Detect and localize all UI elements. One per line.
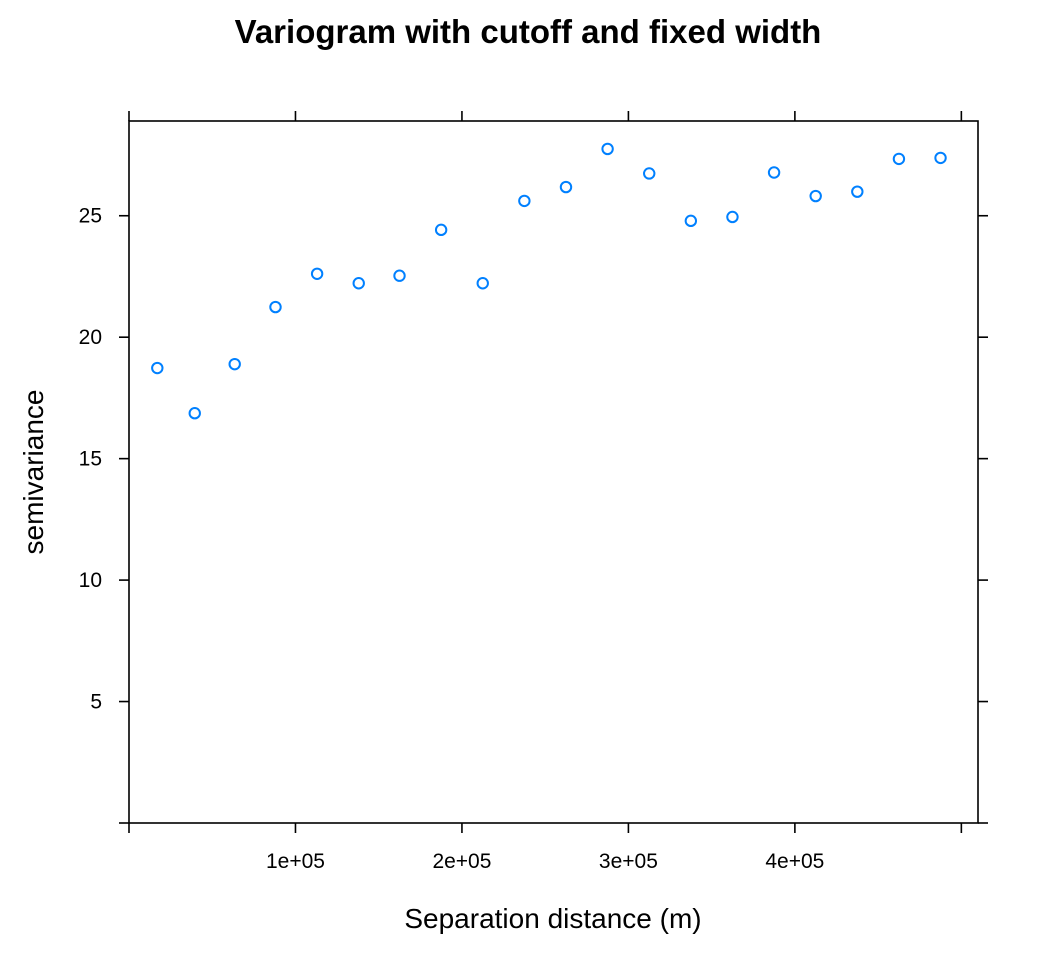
data-point-9 (518, 194, 531, 208)
chart-title: Variogram with cutoff and fixed width (235, 13, 822, 50)
y-tick-label-5: 25 (79, 205, 102, 228)
x-tick-label-3: 3e+05 (599, 850, 658, 873)
data-point-15 (767, 166, 781, 179)
data-point-7 (434, 223, 448, 237)
data-point-17 (851, 185, 864, 198)
data-point-19 (934, 151, 947, 165)
y-tick-label-4: 20 (79, 326, 102, 349)
plot-frame (128, 120, 979, 824)
x-axis-label: Separation distance (m) (404, 903, 701, 934)
data-point-2 (228, 357, 241, 371)
data-points (151, 142, 947, 420)
data-point-18 (892, 152, 906, 166)
data-point-8 (476, 277, 489, 290)
y-tick-label-1: 5 (90, 691, 102, 714)
y-tick-label-3: 15 (79, 448, 102, 471)
data-point-16 (809, 189, 822, 203)
axis-ticks: 1e+05 2e+05 3e+05 4e+05 5 10 15 20 25 (79, 111, 988, 873)
data-point-0 (151, 361, 164, 375)
data-point-13 (684, 214, 698, 228)
data-point-10 (559, 180, 573, 194)
x-tick-label-2: 2e+05 (432, 850, 491, 873)
x-tick-label-4: 4e+05 (765, 850, 824, 873)
data-point-6 (393, 269, 406, 282)
y-axis-label: semivariance (18, 390, 49, 555)
data-point-11 (601, 142, 614, 156)
data-point-3 (269, 300, 282, 314)
data-point-4 (310, 267, 324, 280)
data-point-14 (726, 210, 739, 224)
y-tick-label-2: 10 (79, 569, 102, 592)
data-point-12 (643, 167, 656, 180)
data-point-1 (188, 407, 201, 420)
data-point-5 (352, 277, 365, 290)
x-tick-label-1: 1e+05 (266, 850, 325, 873)
